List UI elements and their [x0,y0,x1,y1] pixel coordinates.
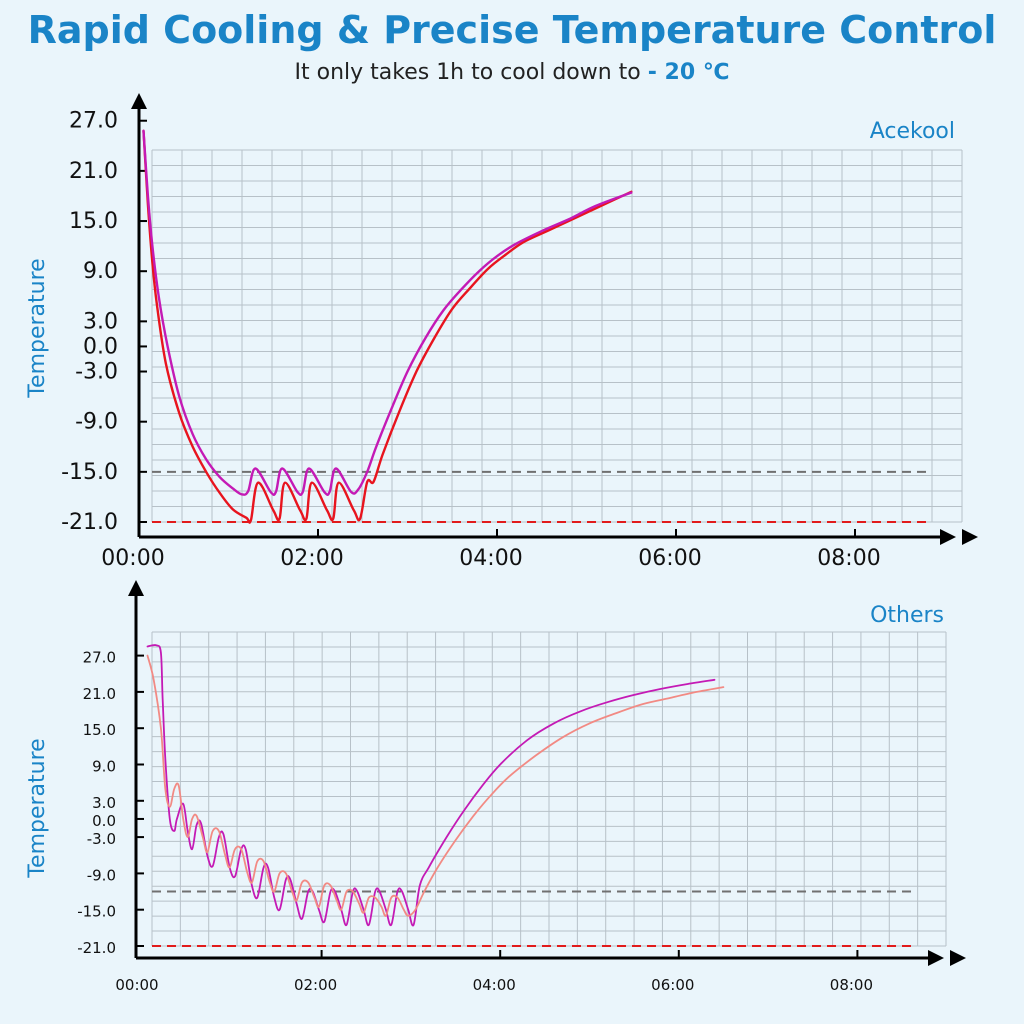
page-subtitle: It only takes 1h to cool down to - 20 ℃ [0,60,1024,85]
others-y-tick-label: 3.0 [92,794,116,812]
acekool-x-tick-label: 04:00 [459,546,522,571]
others-y-tick-label: 9.0 [92,758,116,776]
others-x-tick-label: 00:00 [115,976,158,994]
acekool-x-axis-arrow-secondary [962,529,978,545]
others-series-line-2 [146,654,725,917]
others-y-tick-label: -9.0 [87,866,116,884]
acekool-y-tick-label: 27.0 [69,109,118,134]
others-series-line-1 [146,644,716,927]
others-grid [151,631,947,947]
acekool-x-tick-label: 06:00 [638,546,701,571]
acekool-x-tick-label: 02:00 [280,546,343,571]
others-y-tick-label: 21.0 [83,685,116,703]
acekool-y-tick-label: 9.0 [83,259,118,284]
acekool-y-tick-label: 15.0 [69,209,118,234]
others-y-tick-label: 0.0 [92,812,116,830]
acekool-y-tick-label: -9.0 [75,410,118,435]
others-y-tick-label: -15.0 [77,903,116,921]
others-panel-title: Others [870,603,944,628]
others-x-axis-arrow-secondary [950,950,966,966]
others-y-tick-label: -3.0 [87,830,116,848]
acekool-y-tick-label: 0.0 [83,334,118,359]
acekool-y-axis-label: Temperature [25,258,50,398]
acekool-x-tick-label: 08:00 [817,546,880,571]
acekool-x-axis-arrow [940,529,956,545]
acekool-y-tick-label: -21.0 [61,510,118,535]
acekool-y-tick-label: 21.0 [69,159,118,184]
others-y-tick-label: -21.0 [77,939,116,957]
others-x-tick-label: 08:00 [830,976,873,994]
acekool-panel-title: Acekool [870,119,955,144]
acekool-y-tick-label: -3.0 [75,360,118,385]
acekool-series-line-1 [142,129,633,524]
others-y-axis-label: Temperature [25,738,50,878]
acekool-y-tick-label: -15.0 [61,460,118,485]
others-x-tick-label: 02:00 [294,976,337,994]
acekool-grid [151,149,963,523]
others-y-axis-arrow [128,580,144,596]
others-y-tick-label: 27.0 [83,649,116,667]
acekool-y-tick-label: 3.0 [83,309,118,334]
others-chart: 27.0 21.0 15.0 9.0 3.00.0-3.0 -9.0 -15.0 -21.0 0… [25,580,966,994]
subtitle-highlight: - 20 ℃ [647,60,730,85]
others-x-axis-arrow [928,950,944,966]
acekool-series-line-2 [142,129,633,497]
acekool-x-tick-label: 00:00 [101,546,164,571]
acekool-y-axis-arrow [131,93,147,109]
others-x-tick-label: 06:00 [651,976,694,994]
page-title: Rapid Cooling & Precise Temperature Cont… [27,8,997,52]
others-x-tick-label: 04:00 [473,976,516,994]
acekool-chart: 27.0 21.0 15.0 9.0 3.00.0-3.0 -9.0 -15.0 -21.0 0… [25,93,978,571]
subtitle-text: It only takes 1h to cool down to [294,60,641,85]
others-y-tick-label: 15.0 [83,721,116,739]
